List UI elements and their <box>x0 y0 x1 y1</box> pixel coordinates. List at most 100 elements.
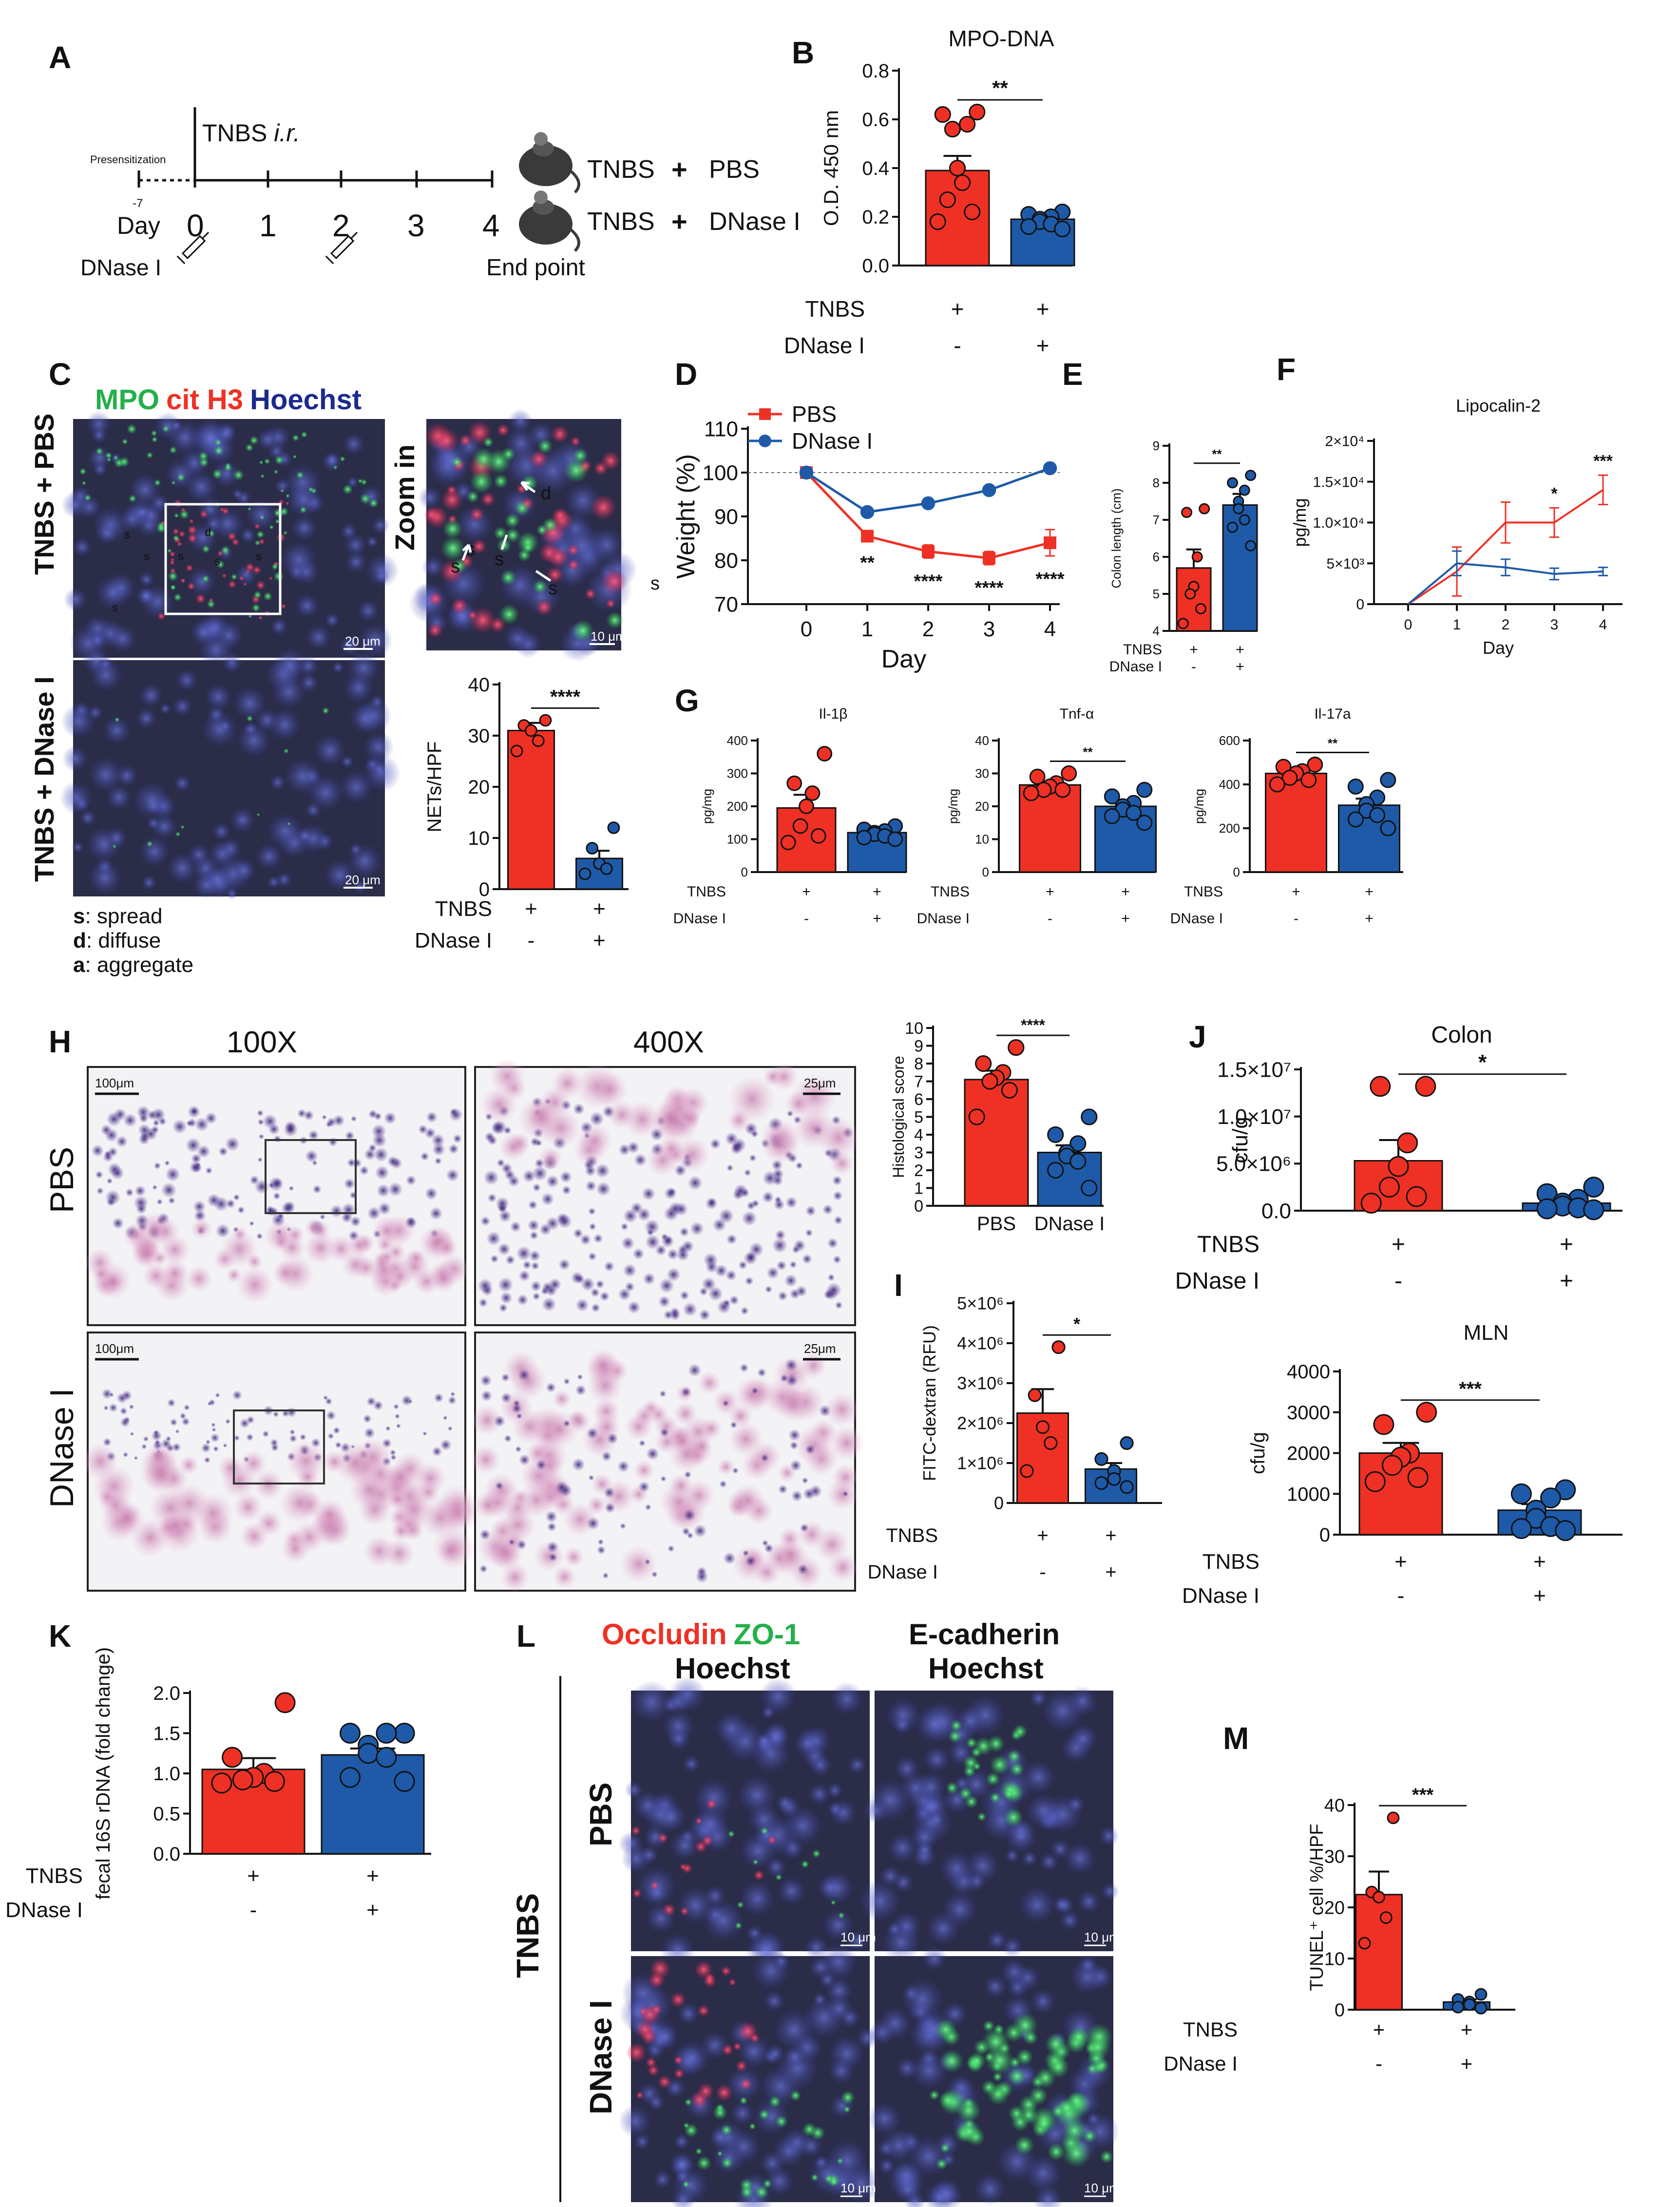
texture-spot <box>1009 1762 1025 1777</box>
texture-spot <box>372 1133 387 1148</box>
texture-spot <box>765 2044 785 2064</box>
texture-spot <box>292 455 297 459</box>
texture-spot <box>358 478 363 484</box>
texture-spot <box>418 1124 428 1135</box>
category-label: DNase I <box>1034 1213 1105 1235</box>
texture-spot <box>344 1131 355 1141</box>
texture-spot <box>156 523 167 534</box>
x-tick-label: 1 <box>1453 617 1461 633</box>
row-value: - <box>250 1898 257 1922</box>
texture-spot <box>501 447 516 461</box>
texture-spot <box>1085 2034 1111 2060</box>
texture-spot <box>181 1417 190 1426</box>
texture-spot <box>116 1135 128 1148</box>
texture-spot <box>486 1231 501 1246</box>
y-tick-label: 2 <box>914 1161 923 1180</box>
texture-spot <box>224 463 232 472</box>
texture-spot <box>313 734 347 767</box>
texture-spot <box>312 1184 322 1194</box>
texture-spot <box>552 1389 572 1409</box>
texture-spot <box>950 1719 963 1732</box>
texture-spot <box>1101 1882 1119 1901</box>
texture-spot <box>228 580 237 589</box>
data-point <box>586 842 599 855</box>
y-tick-label: 0 <box>982 865 989 879</box>
texture-spot <box>151 430 158 437</box>
texture-spot <box>338 634 361 657</box>
chart-C: 0 10 20 30 40 NETs/HPF **** TNBS + + DNase I - + <box>415 674 629 952</box>
texture-spot <box>269 524 274 530</box>
texture-spot <box>365 1459 397 1490</box>
texture-spot <box>827 1801 843 1817</box>
marker-s: s <box>178 550 184 563</box>
texture-spot <box>439 1439 452 1451</box>
texture-spot <box>772 1175 783 1186</box>
row-label: DNase I <box>1182 1584 1260 1608</box>
texture-spot <box>185 564 194 572</box>
texture-spot <box>650 2003 662 2016</box>
texture-spot <box>498 1303 508 1313</box>
row-label: TNBS <box>26 1864 83 1888</box>
texture-spot <box>1014 2135 1034 2155</box>
texture-spot <box>693 1524 707 1538</box>
data-point <box>1540 1487 1562 1509</box>
texture-spot <box>893 1755 920 1782</box>
y-tick-label: 600 <box>1219 733 1240 748</box>
texture-spot <box>739 2077 752 2091</box>
texture-spot <box>305 1149 318 1163</box>
y-tick-label: 20 <box>975 799 989 814</box>
texture-spot <box>683 1302 697 1317</box>
texture-spot <box>746 1201 756 1210</box>
data-point <box>394 1723 415 1744</box>
data-point <box>607 821 620 834</box>
texture-spot <box>586 1427 598 1439</box>
texture-spot <box>734 1376 770 1413</box>
texture-spot <box>157 612 166 621</box>
texture-spot <box>563 457 589 483</box>
texture-spot <box>451 456 463 468</box>
texture-spot <box>669 1310 681 1321</box>
texture-spot <box>802 1254 813 1264</box>
texture-spot <box>305 624 332 651</box>
texture-spot <box>669 1830 700 1861</box>
data-point <box>939 191 956 209</box>
chart-K: 0.0 0.5 1.0 1.5 2.0 fecal 16S rDNA (fold chan… <box>5 1647 431 1922</box>
y-axis-label: NETs/HPF <box>424 742 445 833</box>
texture-spot <box>1029 1689 1048 1708</box>
texture-spot <box>1068 2025 1090 2049</box>
data-point <box>959 115 976 133</box>
texture-spot <box>632 1888 642 1899</box>
texture-spot <box>215 1223 230 1238</box>
texture-spot <box>251 603 261 612</box>
texture-spot <box>264 458 270 465</box>
legend-marker <box>759 408 771 420</box>
row-value: - <box>1048 911 1052 927</box>
data-point <box>817 746 833 761</box>
texture-spot <box>700 2031 729 2060</box>
row-label-tnbs-pbs: TNBS + PBS <box>29 414 59 575</box>
texture-spot <box>595 1163 610 1179</box>
texture-spot <box>207 599 216 609</box>
data-point <box>1510 1483 1532 1504</box>
texture-spot <box>214 438 222 447</box>
texture-spot <box>503 1126 512 1135</box>
data-point <box>1104 808 1120 824</box>
texture-spot <box>784 1274 798 1287</box>
texture-spot <box>497 1277 514 1293</box>
texture-spot <box>789 1441 799 1450</box>
texture-spot <box>522 1260 532 1270</box>
row-label-tnbs-dnase: TNBS + DNase I <box>29 676 59 882</box>
texture-spot <box>349 842 363 856</box>
texture-spot <box>212 459 241 489</box>
texture-spot <box>835 1301 843 1310</box>
texture-spot <box>216 560 225 569</box>
texture-spot <box>437 1538 463 1564</box>
texture-spot <box>746 1802 781 1836</box>
texture-spot <box>668 1545 675 1552</box>
data-point <box>1054 220 1071 238</box>
texture-spot <box>788 1428 801 1442</box>
group2-treatment: DNase I <box>709 208 801 236</box>
syringe-icon <box>325 231 358 265</box>
texture-spot <box>802 2122 817 2137</box>
texture-spot <box>914 1704 955 1745</box>
